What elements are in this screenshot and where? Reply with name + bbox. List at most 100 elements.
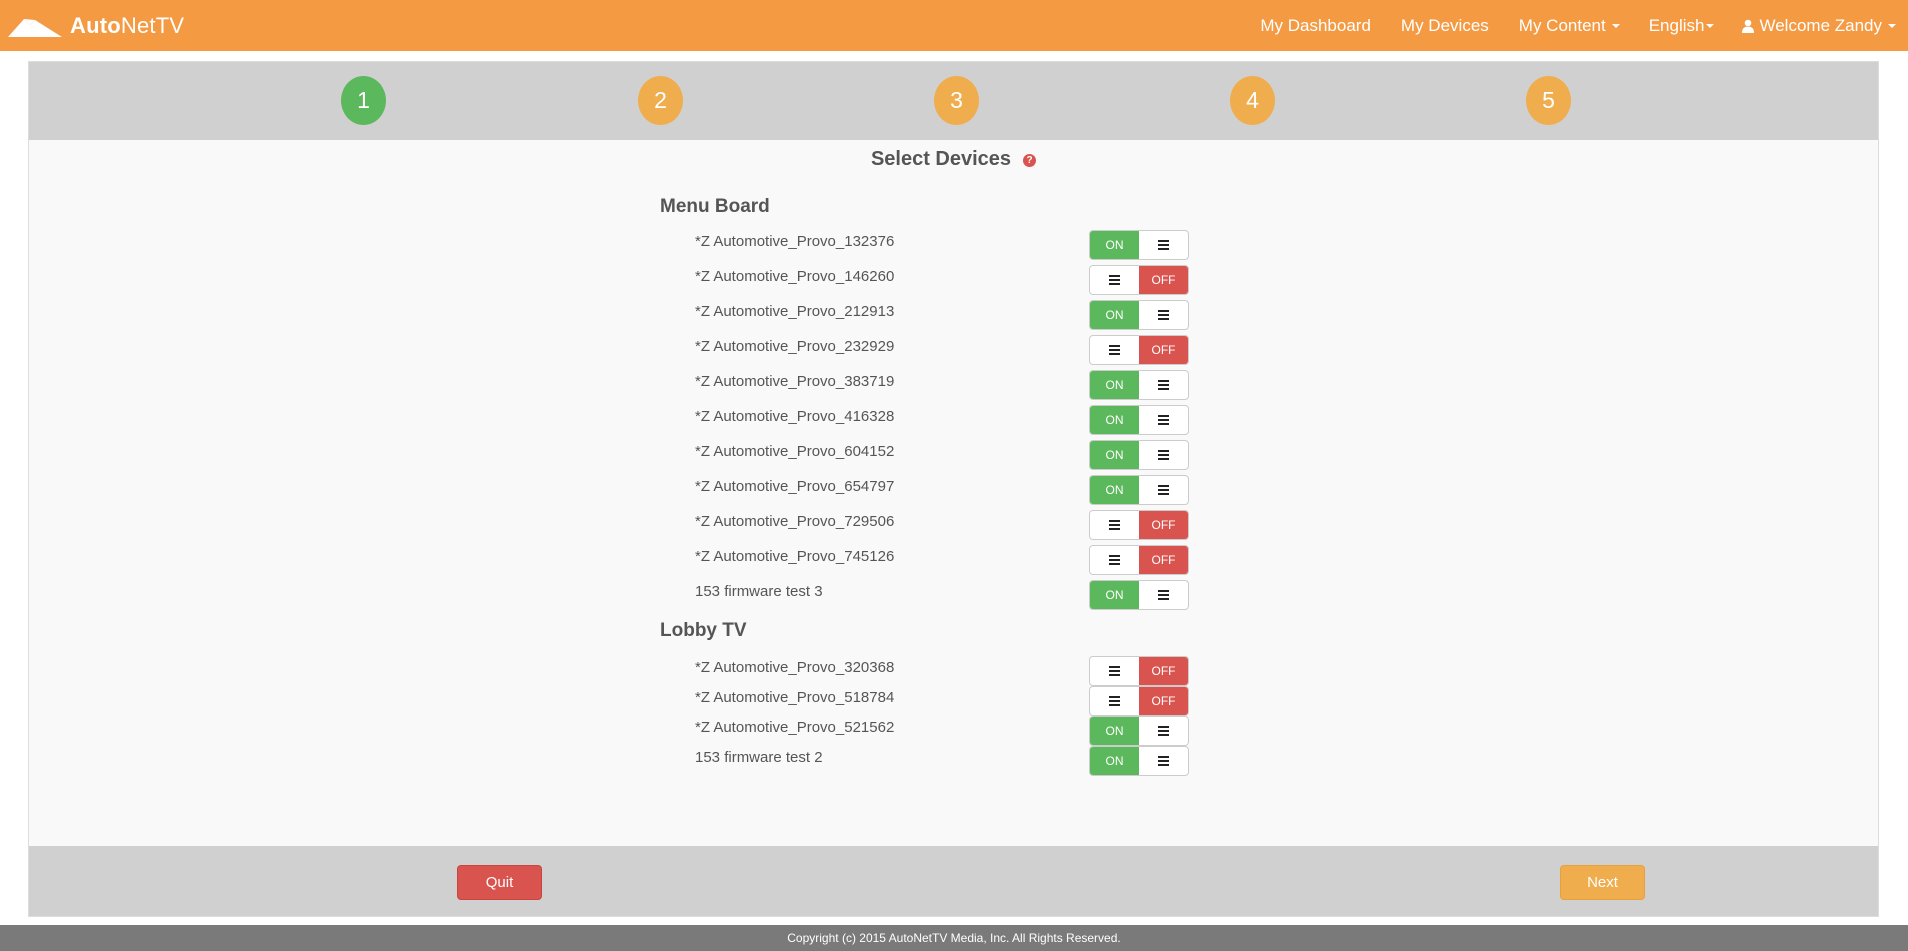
- toggle-on-label: ON: [1090, 747, 1139, 775]
- step-3[interactable]: 3: [934, 76, 979, 125]
- brand-name: AutoNetTV: [70, 12, 185, 38]
- toggle-handle-icon[interactable]: [1090, 511, 1139, 539]
- device-name: *Z Automotive_Provo_232929: [695, 338, 895, 355]
- hamburger-icon: [1158, 415, 1169, 425]
- device-name: *Z Automotive_Provo_654797: [695, 478, 895, 495]
- device-toggle[interactable]: OFF: [1089, 545, 1189, 575]
- device-name: *Z Automotive_Provo_518784: [695, 689, 895, 706]
- device-name: *Z Automotive_Provo_416328: [695, 408, 895, 425]
- group-title: Lobby TV: [660, 620, 747, 641]
- device-name: *Z Automotive_Provo_383719: [695, 373, 895, 390]
- toggle-on-label: ON: [1090, 581, 1139, 609]
- nav-user-dropdown[interactable]: Welcome Zandy: [1742, 16, 1896, 36]
- nav-my-devices[interactable]: My Devices: [1400, 15, 1489, 35]
- toggle-handle-icon[interactable]: [1139, 441, 1188, 469]
- toggle-handle-icon[interactable]: [1139, 581, 1188, 609]
- hamburger-icon: [1109, 345, 1120, 355]
- device-toggle[interactable]: ON: [1089, 230, 1189, 260]
- device-name: *Z Automotive_Provo_604152: [695, 443, 895, 460]
- brand-logo[interactable]: AutoNetTV: [8, 0, 184, 51]
- wizard-steps: 1 2 3 4 5: [29, 62, 1878, 140]
- wizard-footer: Quit Next: [29, 846, 1878, 916]
- device-toggle[interactable]: OFF: [1089, 510, 1189, 540]
- device-toggle[interactable]: ON: [1089, 405, 1189, 435]
- wizard-panel: 1 2 3 4 5 Select Devices? Menu Board *Z A…: [28, 61, 1879, 917]
- device-name: *Z Automotive_Provo_745126: [695, 548, 895, 565]
- nav-my-dashboard[interactable]: My Dashboard: [1260, 15, 1371, 35]
- device-toggle[interactable]: ON: [1089, 440, 1189, 470]
- toggle-handle-icon[interactable]: [1090, 266, 1139, 294]
- device-toggle[interactable]: ON: [1089, 475, 1189, 505]
- device-toggle[interactable]: ON: [1089, 300, 1189, 330]
- toggle-on-label: ON: [1090, 371, 1139, 399]
- device-toggle[interactable]: ON: [1089, 580, 1189, 610]
- nav-language-dropdown[interactable]: English: [1649, 16, 1715, 36]
- toggle-on-label: ON: [1090, 441, 1139, 469]
- nav-my-content-label: My Content: [1518, 15, 1606, 35]
- nav-user-label: Welcome Zandy: [1759, 15, 1882, 35]
- page-title: Select Devices: [870, 148, 1012, 170]
- toggle-handle-icon[interactable]: [1090, 546, 1139, 574]
- toggle-handle-icon[interactable]: [1139, 717, 1188, 745]
- device-name: *Z Automotive_Provo_146260: [695, 268, 895, 285]
- step-1[interactable]: 1: [341, 76, 386, 125]
- hamburger-icon: [1109, 555, 1120, 565]
- device-name: 153 firmware test 2: [695, 749, 823, 766]
- hamburger-icon: [1158, 485, 1169, 495]
- group-title: Menu Board: [660, 196, 770, 217]
- hamburger-icon: [1158, 756, 1169, 766]
- device-toggle[interactable]: OFF: [1089, 656, 1189, 686]
- toggle-off-label: OFF: [1139, 511, 1188, 539]
- hamburger-icon: [1109, 696, 1120, 706]
- nav-my-content-dropdown[interactable]: My Content: [1519, 16, 1620, 36]
- copyright-footer: Copyright (c) 2015 AutoNetTV Media, Inc.…: [0, 925, 1908, 951]
- toggle-handle-icon[interactable]: [1139, 747, 1188, 775]
- step-5[interactable]: 5: [1526, 76, 1571, 125]
- toggle-on-label: ON: [1090, 476, 1139, 504]
- toggle-handle-icon[interactable]: [1139, 371, 1188, 399]
- caret-down-icon: [1611, 23, 1620, 28]
- next-button[interactable]: Next: [1560, 865, 1645, 900]
- hamburger-icon: [1158, 450, 1169, 460]
- toggle-on-label: ON: [1090, 717, 1139, 745]
- toggle-handle-icon[interactable]: [1090, 336, 1139, 364]
- hamburger-icon: [1158, 590, 1169, 600]
- nav-language-label: English: [1648, 15, 1705, 35]
- device-toggle[interactable]: OFF: [1089, 335, 1189, 365]
- top-navbar: AutoNetTV My Dashboard My Devices My Con…: [0, 0, 1908, 51]
- step-4[interactable]: 4: [1230, 76, 1275, 125]
- toggle-off-label: OFF: [1139, 546, 1188, 574]
- toggle-on-label: ON: [1090, 301, 1139, 329]
- hamburger-icon: [1158, 240, 1169, 250]
- toggle-handle-icon[interactable]: [1090, 687, 1139, 715]
- caret-down-icon: [1888, 23, 1896, 28]
- device-toggle[interactable]: ON: [1089, 370, 1189, 400]
- device-name: *Z Automotive_Provo_132376: [695, 233, 895, 250]
- quit-button[interactable]: Quit: [457, 865, 542, 900]
- device-name: *Z Automotive_Provo_729506: [695, 513, 895, 530]
- help-icon[interactable]: ?: [1023, 154, 1037, 167]
- toggle-handle-icon[interactable]: [1139, 301, 1188, 329]
- device-name: *Z Automotive_Provo_320368: [695, 659, 895, 676]
- device-toggle[interactable]: ON: [1089, 716, 1189, 746]
- device-toggle[interactable]: OFF: [1089, 686, 1189, 716]
- user-icon: [1742, 19, 1755, 33]
- step-2[interactable]: 2: [638, 76, 683, 125]
- device-name: *Z Automotive_Provo_212913: [695, 303, 895, 320]
- toggle-off-label: OFF: [1139, 687, 1188, 715]
- hamburger-icon: [1109, 275, 1120, 285]
- toggle-handle-icon[interactable]: [1139, 476, 1188, 504]
- hamburger-icon: [1158, 380, 1169, 390]
- title-row: Select Devices?: [29, 148, 1878, 171]
- toggle-off-label: OFF: [1139, 336, 1188, 364]
- device-toggle[interactable]: OFF: [1089, 265, 1189, 295]
- hamburger-icon: [1158, 726, 1169, 736]
- hamburger-icon: [1109, 666, 1120, 676]
- toggle-on-label: ON: [1090, 231, 1139, 259]
- toggle-handle-icon[interactable]: [1139, 406, 1188, 434]
- device-name: 153 firmware test 3: [695, 583, 823, 600]
- toggle-on-label: ON: [1090, 406, 1139, 434]
- toggle-handle-icon[interactable]: [1090, 657, 1139, 685]
- toggle-handle-icon[interactable]: [1139, 231, 1188, 259]
- device-toggle[interactable]: ON: [1089, 746, 1189, 776]
